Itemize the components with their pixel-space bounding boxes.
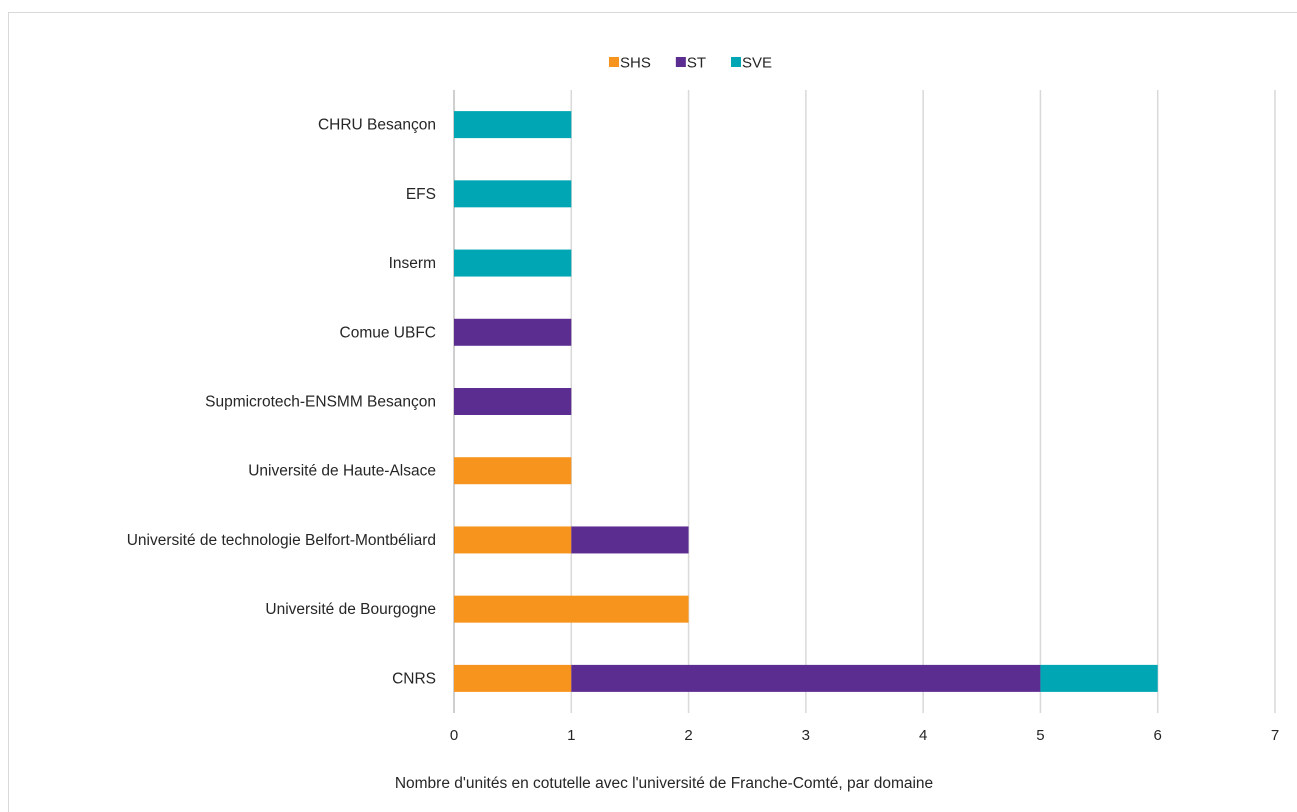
- category-label: Université de technologie Belfort-Montbé…: [127, 532, 436, 549]
- x-tick-label: 6: [1154, 727, 1162, 744]
- x-tick-label: 2: [684, 727, 692, 744]
- legend-swatch: [675, 57, 686, 67]
- chart-frame: [8, 12, 1297, 812]
- category-label: Supmicrotech-ENSMM Besançon: [205, 394, 436, 411]
- legend-label: SVE: [742, 55, 772, 72]
- bar-segment-shs: [454, 595, 689, 623]
- category-label: CNRS: [392, 670, 436, 687]
- bar-segment-st: [454, 388, 572, 415]
- legend-swatch: [731, 57, 742, 67]
- category-labels: CHRU Besançon EFS Inserm Comue UBFC Supmicro…: [127, 117, 436, 688]
- legend-label: SHS: [620, 55, 651, 72]
- category-label: Inserm: [389, 255, 436, 272]
- bar-segment-sve: [454, 180, 572, 208]
- x-tick-label: 4: [919, 727, 927, 744]
- bar-segment-shs: [454, 664, 572, 692]
- category-label: Comue UBFC: [340, 324, 436, 341]
- bar-segment-shs: [454, 457, 572, 485]
- category-label: CHRU Besançon: [318, 117, 436, 134]
- category-label: EFS: [406, 186, 436, 203]
- legend: SHS ST SVE: [609, 55, 772, 72]
- x-tick-label: 7: [1271, 727, 1279, 744]
- x-tick-label: 3: [802, 727, 810, 744]
- bar-segment-sve: [1040, 664, 1158, 692]
- bar-segment-st: [454, 318, 572, 346]
- bar-segment-sve: [454, 249, 572, 277]
- x-tick-label: 1: [567, 727, 575, 744]
- category-label: Université de Bourgogne: [265, 601, 436, 618]
- legend-swatch: [609, 57, 619, 67]
- x-tick-label: 0: [450, 727, 458, 744]
- bar-segment-shs: [454, 526, 572, 554]
- x-tick-label: 5: [1036, 727, 1044, 744]
- bar-segment-st: [571, 526, 689, 554]
- x-axis-title: Nombre d'unités en cotutelle avec l'univ…: [395, 775, 933, 792]
- x-tick-labels: 0 1 2 3 4 5 6 7: [450, 727, 1279, 744]
- bar-segment-sve: [454, 111, 572, 139]
- bar-segment-st: [571, 664, 1041, 692]
- category-label: Université de Haute-Alsace: [248, 463, 436, 480]
- bars: [454, 111, 1158, 692]
- legend-label: ST: [687, 55, 706, 72]
